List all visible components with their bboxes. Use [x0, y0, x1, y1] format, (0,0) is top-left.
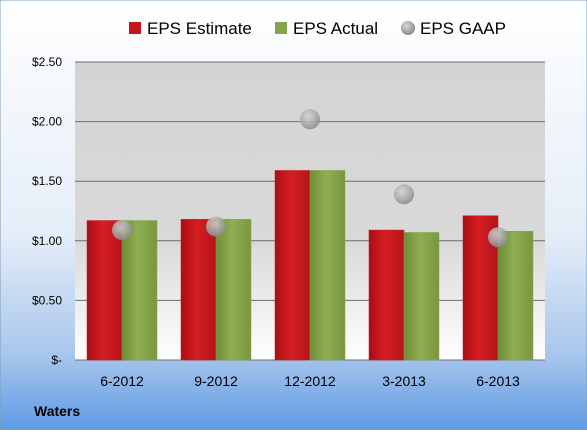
bar-eps-estimate: [368, 229, 405, 361]
marker-eps-gaap: [112, 220, 132, 241]
marker-eps-gaap: [206, 216, 226, 237]
x-axis-tick-labels: 6-2012 9-2012 12-2012 3-2013 6-2013: [100, 373, 520, 389]
y-tick-label: $1.50: [32, 174, 62, 188]
marker-eps-gaap: [300, 109, 320, 130]
y-tick-label: $2.00: [32, 115, 62, 129]
marker-eps-gaap: [488, 227, 508, 248]
y-tick-label: $-: [51, 353, 62, 367]
legend-swatch: [129, 22, 141, 34]
legend-label: EPS Estimate: [147, 19, 252, 38]
bar-eps-estimate: [180, 219, 217, 361]
y-tick-label: $0.50: [32, 293, 62, 307]
gaap-markers: [112, 109, 508, 248]
legend-swatch: [275, 22, 287, 34]
x-tick-label: 3-2013: [382, 373, 426, 389]
marker-eps-gaap: [394, 184, 414, 205]
x-tick-label: 12-2012: [284, 373, 336, 389]
legend: EPS Estimate EPS Actual EPS GAAP: [129, 19, 506, 38]
bar-eps-actual: [121, 220, 158, 361]
bar-eps-actual: [497, 231, 534, 361]
legend-item: EPS Estimate: [129, 19, 252, 38]
x-tick-label: 6-2013: [476, 373, 520, 389]
legend-label: EPS GAAP: [420, 19, 506, 38]
bars: [86, 170, 534, 361]
legend-swatch: [401, 21, 415, 35]
company-label: Waters: [34, 403, 80, 419]
legend-label: EPS Actual: [293, 19, 378, 38]
bar-eps-estimate: [274, 170, 311, 361]
bar-eps-estimate: [86, 220, 123, 361]
y-tick-label: $2.50: [32, 55, 62, 69]
x-tick-label: 9-2012: [194, 373, 238, 389]
bar-eps-actual: [403, 232, 440, 361]
bar-eps-actual: [309, 170, 346, 361]
bar-eps-actual: [215, 219, 252, 361]
y-tick-label: $1.00: [32, 234, 62, 248]
legend-item: EPS GAAP: [401, 19, 506, 38]
x-tick-label: 6-2012: [100, 373, 144, 389]
legend-item: EPS Actual: [275, 19, 378, 38]
y-axis-tick-labels: $- $0.50 $1.00 $1.50 $2.00 $2.50: [32, 55, 62, 367]
